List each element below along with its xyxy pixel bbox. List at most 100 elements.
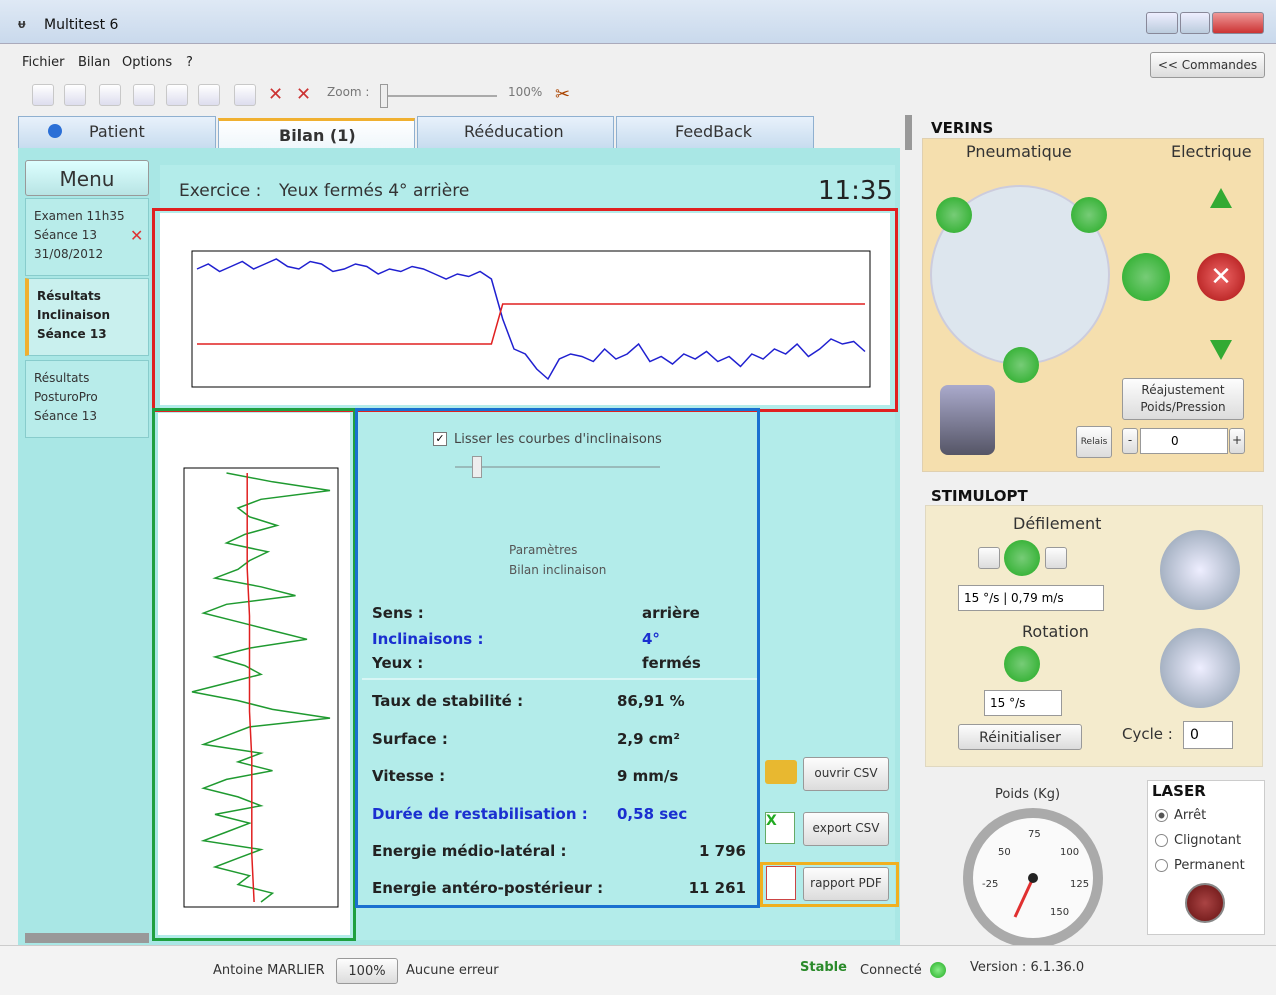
error-status: Aucune erreur	[406, 963, 499, 978]
menu-item-line: Inclinaison	[37, 308, 111, 322]
electric-label: Electrique	[1171, 142, 1252, 161]
scrollbar[interactable]	[25, 933, 149, 943]
tab-active[interactable]: Bilan (1)	[218, 118, 415, 150]
radio-label[interactable]: Permanent	[1174, 858, 1245, 873]
checkbox-label[interactable]: Lisser les courbes d'inclinaisons	[454, 432, 662, 447]
down-arrow[interactable]	[1210, 340, 1232, 360]
up-arrow[interactable]	[1210, 188, 1232, 208]
menu-item-line: Séance 13	[34, 228, 98, 242]
pneumatic-label: Pneumatique	[966, 142, 1072, 161]
data-line	[196, 258, 866, 381]
toolbar-button[interactable]	[166, 84, 188, 106]
tab[interactable]: Rééducation	[417, 116, 614, 148]
radio-button[interactable]	[1155, 834, 1168, 847]
minus-button[interactable]: -	[1122, 428, 1138, 454]
menu-item-line: PosturoPro	[34, 390, 98, 404]
toolbar-button[interactable]	[32, 84, 54, 106]
maximize-button[interactable]	[1180, 12, 1210, 34]
close-button[interactable]	[1212, 12, 1264, 34]
pneumatic-button[interactable]	[936, 197, 972, 233]
data-line	[246, 473, 255, 903]
radio-label[interactable]: Clignotant	[1174, 833, 1242, 848]
zoom-value: 100%	[508, 85, 543, 99]
delete-icon[interactable]: ✕	[268, 84, 284, 105]
left-button[interactable]	[978, 547, 1000, 569]
gauge-label: 100	[1060, 847, 1079, 858]
zoom-button[interactable]: 100%	[336, 958, 398, 984]
result-value: 11 261	[688, 879, 746, 897]
button-text: Réajustement	[1141, 383, 1225, 397]
slider-thumb[interactable]	[472, 456, 482, 478]
params-title: Bilan inclinaison	[509, 563, 607, 577]
spinner[interactable]: 0	[1140, 428, 1228, 454]
smoothing-slider[interactable]	[455, 466, 660, 468]
commandes-button[interactable]: << Commandes	[1150, 52, 1265, 78]
toolbar-button[interactable]	[99, 84, 121, 106]
radio-button[interactable]	[1155, 809, 1168, 822]
delete-icon[interactable]: ✕	[296, 84, 312, 105]
menu-item[interactable]: Examen 11h35 Séance 13 31/08/2012	[25, 198, 149, 276]
user-name: Antoine MARLIER	[213, 963, 325, 978]
splitter[interactable]	[905, 115, 912, 150]
exercise-time: 11:35	[818, 176, 893, 206]
menu-item[interactable]: Fichier	[22, 55, 65, 70]
pdf-icon	[766, 866, 796, 900]
lateral-chart	[158, 413, 350, 935]
menu-item-selected[interactable]: Résultats Inclinaison Séance 13	[25, 278, 149, 356]
result-value: 9 mm/s	[617, 767, 679, 785]
toolbar-button[interactable]	[234, 84, 256, 106]
menu-item[interactable]: Bilan	[78, 55, 111, 70]
electric-button[interactable]	[1122, 253, 1170, 301]
toolbar-button[interactable]	[133, 84, 155, 106]
radio-button[interactable]	[1155, 859, 1168, 872]
pneumatic-button[interactable]	[1003, 347, 1039, 383]
highlight-box	[152, 408, 356, 941]
gauge-label: 50	[998, 847, 1011, 858]
exercise-name: Yeux fermés 4° arrière	[279, 181, 470, 201]
compressor-icon	[940, 385, 995, 455]
zoom-slider[interactable]	[382, 95, 497, 97]
delete-icon[interactable]: ✕	[130, 226, 144, 245]
excel-icon: X	[765, 812, 795, 844]
gauge-label: 125	[1070, 879, 1089, 890]
pdf-report-button[interactable]: rapport PDF	[803, 867, 889, 901]
radio-label[interactable]: Arrêt	[1174, 808, 1207, 823]
version: Version : 6.1.36.0	[970, 960, 1085, 975]
open-csv-button[interactable]: ouvrir CSV	[803, 757, 889, 791]
menu-item-line: Examen 11h35	[34, 209, 125, 223]
param-label: Yeux :	[372, 654, 424, 672]
result-value: 86,91 %	[617, 692, 685, 710]
relay-button[interactable]: Relais	[1076, 426, 1112, 458]
data-line	[191, 472, 331, 903]
pause-button[interactable]	[1004, 646, 1040, 682]
toolbar-button[interactable]	[64, 84, 86, 106]
minimize-button[interactable]	[1146, 12, 1178, 34]
pneumatic-button[interactable]	[1071, 197, 1107, 233]
rotation-label: Rotation	[1022, 622, 1089, 641]
tool-icon[interactable]: ✂	[555, 84, 571, 105]
pause-button[interactable]	[1004, 540, 1040, 576]
result-label: Taux de stabilité :	[372, 692, 524, 710]
toolbar-button[interactable]	[198, 84, 220, 106]
weight-gauge: -25 50 75 100 125 150	[963, 808, 1103, 948]
cycle-select[interactable]: 0	[1183, 721, 1233, 749]
result-label: Energie antéro-postérieur :	[372, 879, 604, 897]
menu-item[interactable]: Résultats PosturoPro Séance 13	[25, 360, 149, 438]
status-bar	[0, 945, 1276, 995]
export-csv-button[interactable]: export CSV	[803, 812, 889, 846]
rotation-speed[interactable]: 15 °/s	[984, 690, 1062, 716]
right-button[interactable]	[1045, 547, 1067, 569]
checkbox[interactable]: ✓	[433, 432, 447, 446]
scroll-speed[interactable]: 15 °/s | 0,79 m/s	[958, 585, 1104, 611]
reset-button[interactable]: Réinitialiser	[958, 724, 1082, 750]
menu-item-line: Séance 13	[37, 327, 107, 341]
stop-button[interactable]: ✕	[1197, 253, 1245, 301]
zoom-thumb[interactable]	[380, 84, 388, 108]
plus-button[interactable]: +	[1229, 428, 1245, 454]
result-label: Surface :	[372, 730, 448, 748]
tab[interactable]: FeedBack	[616, 116, 814, 148]
readjust-button[interactable]: Réajustement Poids/Pression	[1122, 378, 1244, 420]
menu-item[interactable]: Options	[122, 55, 173, 70]
menu-item[interactable]: ?	[186, 55, 193, 70]
